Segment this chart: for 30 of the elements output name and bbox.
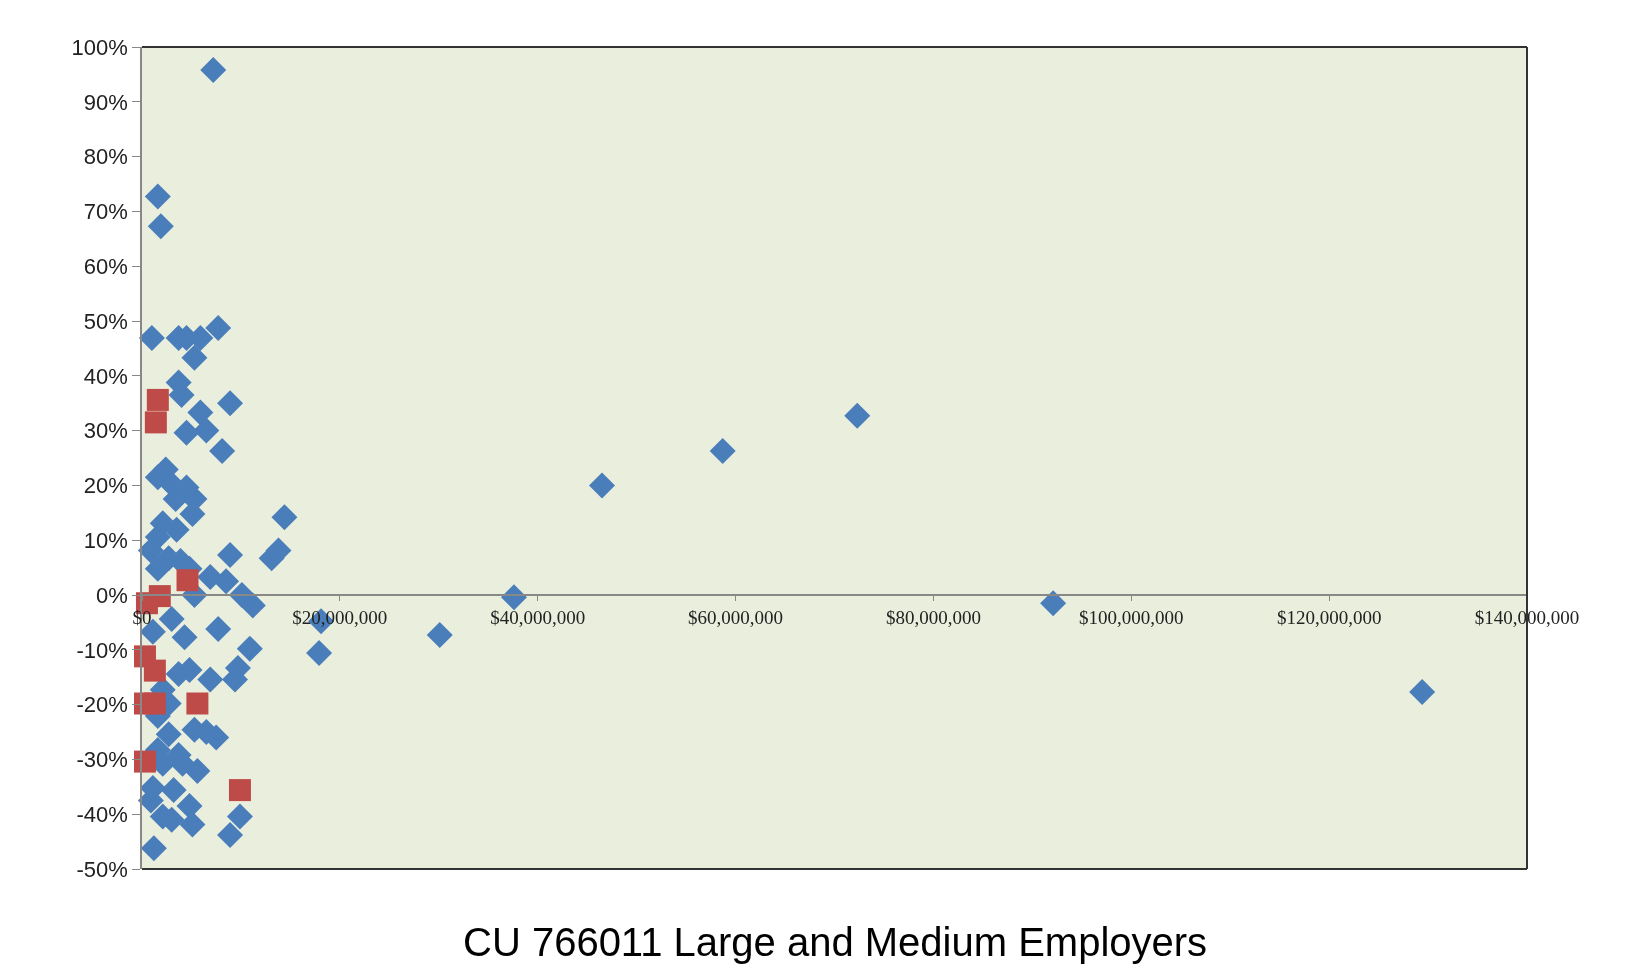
x-tick-label: $80,000,000 [885, 606, 981, 628]
x-tick-label: $120,000,000 [1276, 606, 1382, 628]
text: CU 766011 Large and Medium Employers [463, 920, 1208, 964]
y-tick-label: 40% [83, 363, 128, 389]
y-tick-label: 90% [83, 89, 128, 115]
point [228, 779, 251, 802]
x-tick-label: $100,000,000 [1079, 606, 1184, 628]
point [146, 388, 169, 411]
point [144, 411, 167, 434]
y-tick-label: -50% [76, 856, 128, 882]
y-tick-label: -40% [76, 801, 128, 827]
y-tick-label: -10% [76, 637, 128, 663]
point [143, 659, 166, 682]
x-tick-label: $60,000,000 [688, 606, 784, 628]
y-tick-label: -30% [76, 747, 128, 773]
point [176, 569, 199, 592]
y-tick-label: 70% [83, 199, 128, 225]
y-tick-label: 60% [83, 253, 128, 279]
x-tick-label: $40,000,000 [490, 606, 586, 628]
y-tick-label: 10% [83, 527, 128, 553]
y-tick-label: 30% [83, 418, 128, 444]
y-tick-label: 100% [71, 34, 128, 60]
y-tick-label: 50% [83, 308, 128, 334]
point [143, 692, 166, 715]
point [186, 692, 209, 715]
point [133, 750, 156, 773]
y-tick-label: 20% [83, 473, 128, 499]
y-tick-label: 80% [83, 144, 128, 170]
y-tick-label: -20% [76, 692, 128, 718]
y-tick-label: 0% [96, 582, 128, 608]
